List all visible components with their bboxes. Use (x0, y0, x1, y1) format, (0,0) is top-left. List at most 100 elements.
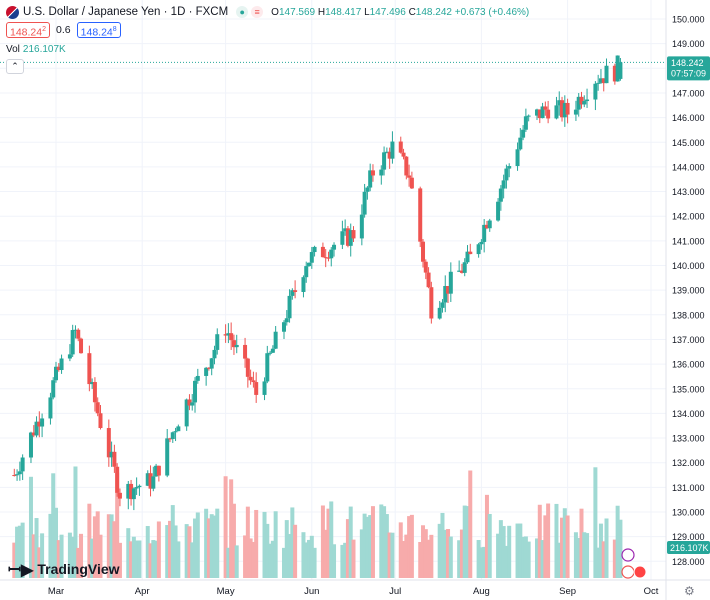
y-tick-label: 134.000 (672, 409, 705, 419)
volume-bar (12, 542, 17, 578)
volume-bar (262, 511, 267, 578)
volume-bar (523, 536, 528, 578)
candle-body (165, 438, 170, 476)
volume-bar (370, 506, 375, 578)
candle-body (304, 266, 309, 278)
candle-body (579, 96, 584, 105)
y-tick-label: 142.000 (672, 212, 705, 222)
volume-bar (145, 526, 150, 578)
volume-bar (601, 541, 606, 578)
candle-body (195, 375, 200, 381)
candle-body (307, 262, 312, 267)
volume-bar (117, 542, 122, 578)
volume-bar (618, 519, 623, 578)
volume-bar (293, 524, 298, 578)
candle-body (281, 322, 286, 332)
volume-bar (231, 503, 236, 578)
volume-bar (148, 543, 153, 578)
usd-jpy-flag-icon (6, 5, 19, 19)
economic-event-icon (621, 565, 635, 579)
volume-bar (307, 539, 312, 578)
candle-body (190, 402, 195, 406)
menu-icon[interactable]: ≡ (251, 6, 264, 18)
settings-gear-icon[interactable]: ⚙ (684, 584, 695, 598)
y-tick-label: 145.000 (672, 138, 705, 148)
candle-body (365, 187, 370, 192)
volume-bar (48, 513, 53, 578)
candle-body (618, 62, 623, 79)
candle-body (270, 348, 275, 353)
volume-bar (482, 546, 487, 578)
volume-bar (543, 515, 548, 578)
market-open-icon[interactable]: ● (236, 6, 249, 18)
volume-bar (273, 511, 278, 578)
volume-bar (301, 532, 306, 578)
volume-bar (462, 505, 467, 578)
volume-bar (398, 522, 403, 578)
volume-bar (423, 529, 428, 578)
volume-bar (320, 505, 325, 578)
volume-bar (109, 514, 114, 578)
candle-body (290, 290, 295, 296)
collapse-legend-button[interactable]: ⌃ (6, 59, 24, 74)
candle-body (329, 249, 334, 259)
volume-bar (323, 529, 328, 578)
trade-buttons: 148.242 0.6 148.248 (6, 22, 121, 39)
volume-bar (465, 506, 470, 578)
volume-bar (429, 534, 434, 578)
volume-bar (332, 544, 337, 578)
volume-bar (137, 540, 142, 578)
candle-body (15, 474, 20, 476)
candle-body (176, 426, 181, 432)
candle-body (226, 333, 231, 336)
y-tick-label: 138.000 (672, 310, 705, 320)
candle-body (293, 290, 298, 292)
candle-body (134, 487, 139, 489)
countdown-timer: 07:57:09 (671, 68, 706, 78)
candle-body (148, 473, 153, 489)
candle-body (362, 191, 367, 215)
volume-bar (251, 541, 256, 578)
candle-body (437, 307, 442, 319)
candle-body (429, 287, 434, 319)
tradingview-logo: ꟷ▶ TradingView (8, 558, 120, 580)
volume-bar (290, 507, 295, 578)
candle-body (254, 382, 259, 395)
candle-body (604, 65, 609, 84)
candle-body (170, 432, 175, 440)
volume-bar (34, 518, 39, 578)
volume-bar (535, 538, 540, 578)
x-tick-label: Jul (389, 586, 401, 597)
candle-body (90, 382, 95, 385)
dividend-event-icon (621, 548, 635, 562)
volume-bar (604, 518, 609, 578)
volume-bar (226, 547, 231, 578)
x-tick-label: May (217, 586, 235, 597)
sell-button[interactable]: 148.242 (6, 22, 51, 39)
volume-bar (562, 508, 567, 578)
candle-body (131, 488, 136, 500)
symbol-title[interactable]: U.S. Dollar / Japanese Yen · 1D · FXCM (23, 6, 229, 18)
candle-body (560, 100, 565, 118)
candle-body (156, 465, 161, 476)
volume-bar (351, 539, 356, 578)
candle-body (443, 286, 448, 303)
spread-value: 0.6 (56, 24, 71, 36)
candle-body (459, 270, 464, 273)
candle-body (476, 244, 481, 255)
volume-bar (234, 545, 239, 578)
buy-button[interactable]: 148.248 (76, 22, 121, 39)
volume-bar (598, 523, 603, 578)
volume-bar (409, 514, 414, 578)
y-tick-label: 136.000 (672, 360, 705, 370)
volume-bar (212, 515, 217, 578)
volume-bar (98, 534, 103, 578)
candle-body (312, 246, 317, 253)
candle-body (448, 271, 453, 294)
volume-bar (40, 533, 45, 578)
volume-bar (165, 525, 170, 578)
volume-bar (187, 526, 192, 578)
candle-body (345, 228, 350, 246)
candle-body (612, 65, 617, 82)
